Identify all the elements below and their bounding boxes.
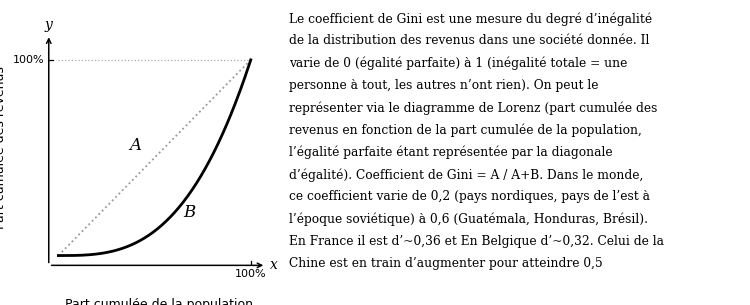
Text: représenter via le diagramme de Lorenz (part cumulée des: représenter via le diagramme de Lorenz (… [289,101,657,115]
Text: Le coefficient de Gini est une mesure du degré d’inégalité: Le coefficient de Gini est une mesure du… [289,12,652,26]
Text: En France il est d’~0,36 et En Belgique d’~0,32. Celui de la: En France il est d’~0,36 et En Belgique … [289,235,664,248]
Text: ce coefficient varie de 0,2 (pays nordiques, pays de l’est à: ce coefficient varie de 0,2 (pays nordiq… [289,190,650,203]
Text: B: B [183,204,195,221]
Text: revenus en fonction de la part cumulée de la population,: revenus en fonction de la part cumulée d… [289,124,641,137]
Text: varie de 0 (égalité parfaite) à 1 (inégalité totale = une: varie de 0 (égalité parfaite) à 1 (inéga… [289,57,627,70]
Text: de la distribution des revenus dans une société donnée. Il: de la distribution des revenus dans une … [289,34,649,48]
Text: x: x [270,258,278,272]
Text: Chine est en train d’augmenter pour atteindre 0,5: Chine est en train d’augmenter pour atte… [289,257,602,270]
Text: d’égalité). Coefficient de Gini = A / A+B. Dans le monde,: d’égalité). Coefficient de Gini = A / A+… [289,168,643,181]
Text: personne à tout, les autres n’ont rien). On peut le: personne à tout, les autres n’ont rien).… [289,79,598,92]
Text: 100%: 100% [13,55,45,65]
Text: l’égalité parfaite étant représentée par la diagonale: l’égalité parfaite étant représentée par… [289,146,612,159]
Text: A: A [129,138,141,154]
Text: y: y [45,19,53,32]
Text: Part cumulée des revenus: Part cumulée des revenus [0,66,7,229]
Text: l’époque soviétique) à 0,6 (Guatémala, Honduras, Brésil).: l’époque soviétique) à 0,6 (Guatémala, H… [289,213,648,226]
Text: 100%: 100% [235,269,266,279]
Text: Part cumulée de la population: Part cumulée de la population [65,298,254,305]
